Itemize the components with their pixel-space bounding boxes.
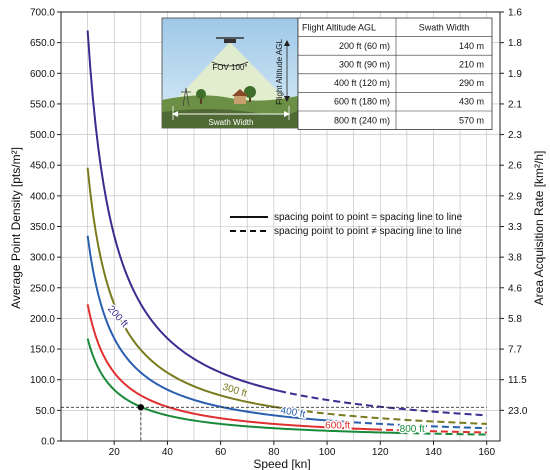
y-tick-label: 150.0 bbox=[30, 345, 55, 356]
x-tick-label: 40 bbox=[162, 447, 174, 458]
x-tick-labels: 20 40 60 80 100 120 140 160 bbox=[109, 447, 496, 458]
x-tick-label: 20 bbox=[109, 447, 121, 458]
table-cell: 200 ft (60 m) bbox=[339, 41, 390, 51]
legend-solid-label: spacing point to point = spacing line to… bbox=[274, 212, 463, 223]
tree-icon bbox=[196, 86, 256, 104]
series-line-200ft bbox=[86, 30, 280, 392]
y2-tick-label: 3.3 bbox=[508, 222, 522, 233]
y2-tick-label: 2.9 bbox=[508, 191, 522, 202]
inset-fov-label: FOV 100° bbox=[212, 63, 247, 72]
y2-tick-label: 7.7 bbox=[508, 345, 522, 356]
altitude-swath-table: Flight Altitude AGL Swath Width 200 ft (60… bbox=[297, 17, 493, 130]
x-tick-label: 80 bbox=[268, 447, 280, 458]
series-line-300ft bbox=[86, 167, 306, 413]
y2-tick-label: 1.9 bbox=[508, 69, 522, 80]
y-tick-label: 350.0 bbox=[30, 222, 55, 233]
inset-fov-arc bbox=[211, 61, 249, 67]
y2-tick-label: 1.8 bbox=[508, 38, 522, 49]
axes bbox=[57, 11, 504, 445]
altitude-arrow-head-top bbox=[284, 40, 290, 46]
table-cell: 400 ft (120 m) bbox=[334, 78, 390, 88]
series-label-600ft: 600 ft bbox=[325, 421, 350, 432]
table-cell: 300 ft (90 m) bbox=[339, 60, 390, 70]
series-line-dashed-600ft bbox=[374, 428, 487, 434]
inset-altitude-label: Flight Altitude AGL bbox=[275, 39, 284, 105]
y-tick-label: 450.0 bbox=[30, 161, 55, 172]
swath-arrow-head-left bbox=[172, 111, 178, 117]
curves bbox=[86, 30, 487, 436]
table-cell: 570 m bbox=[459, 115, 484, 125]
legend-dashed-label: spacing point to point ≠ spacing line to… bbox=[274, 226, 462, 237]
series-line-600ft bbox=[86, 304, 375, 431]
altitude-arrow-head-bottom bbox=[284, 96, 290, 102]
table-cell: 140 m bbox=[459, 41, 484, 51]
power-tower-icon bbox=[181, 87, 191, 107]
x-tick-label: 60 bbox=[215, 447, 227, 458]
y2-tick-label: 3.8 bbox=[508, 253, 522, 264]
x-tick-label: 120 bbox=[372, 447, 389, 458]
y2-tick-label: 5.8 bbox=[508, 314, 522, 325]
y-tick-labels: 0.0 50.0 100.0 150.0 200.0 250.0 300.0 350.0 400… bbox=[30, 8, 55, 448]
table-cell: 210 m bbox=[459, 60, 484, 70]
y2-tick-label: 2.1 bbox=[508, 99, 522, 110]
y-axis-title: Average Point Density [pts/m²] bbox=[9, 147, 23, 309]
inset-swath-label: Swath Width bbox=[209, 118, 254, 127]
swath-arrow-head-right bbox=[284, 111, 290, 117]
table-cell: 800 ft (240 m) bbox=[334, 115, 390, 125]
y-tick-label: 250.0 bbox=[30, 283, 55, 294]
inset-illustration: FOV 100° Flight Altitude AGL Swath Width bbox=[161, 17, 299, 129]
y-tick-label: 300.0 bbox=[30, 253, 55, 264]
y2-tick-label: 2.3 bbox=[508, 130, 522, 141]
y-tick-label: 100.0 bbox=[30, 375, 55, 386]
x-axis-title: Speed [kn] bbox=[253, 457, 310, 470]
series-line-400ft bbox=[86, 235, 344, 423]
y2-axis-title: Area Acquisition Rate [km²/h] bbox=[532, 151, 546, 306]
inset-fov-cone bbox=[172, 42, 290, 104]
y2-tick-label: 1.6 bbox=[508, 8, 522, 19]
series-line-dashed-300ft bbox=[305, 410, 487, 425]
legend: spacing point to point = spacing line to… bbox=[230, 212, 463, 237]
drone-icon bbox=[216, 37, 244, 43]
series-line-dashed-400ft bbox=[342, 420, 487, 430]
y2-tick-label: 2.6 bbox=[508, 161, 522, 172]
table-cell: 290 m bbox=[459, 78, 484, 88]
x-tick-label: 160 bbox=[478, 447, 495, 458]
table-cell: 600 ft (180 m) bbox=[334, 97, 390, 107]
y2-tick-label: 23.0 bbox=[508, 406, 528, 417]
series-line-dashed-800ft bbox=[401, 432, 487, 436]
y-tick-label: 550.0 bbox=[30, 99, 55, 110]
y-tick-label: 600.0 bbox=[30, 69, 55, 80]
house-icon bbox=[232, 89, 248, 104]
table-header-cell: Flight Altitude AGL bbox=[302, 22, 376, 32]
table-cell: 430 m bbox=[459, 97, 484, 107]
reference-point bbox=[137, 404, 145, 411]
x-tick-label: 100 bbox=[319, 447, 336, 458]
y2-tick-labels: 1.6 1.8 1.9 2.1 2.3 2.6 2.9 3.3 3.8 4.6 5.8 7.7 11.5… bbox=[508, 8, 528, 417]
y-tick-label: 400.0 bbox=[30, 191, 55, 202]
y-tick-label: 50.0 bbox=[36, 406, 56, 417]
y-tick-label: 200.0 bbox=[30, 314, 55, 325]
reference-point-group bbox=[61, 404, 487, 441]
table-header-cell: Swath Width bbox=[419, 22, 470, 32]
y-tick-label: 650.0 bbox=[30, 38, 55, 49]
y2-tick-label: 4.6 bbox=[508, 283, 522, 294]
x-tick-label: 140 bbox=[425, 447, 442, 458]
y-tick-label: 700.0 bbox=[30, 8, 55, 19]
y-tick-label: 0.0 bbox=[41, 437, 55, 448]
y-tick-label: 500.0 bbox=[30, 130, 55, 141]
y2-tick-label: 11.5 bbox=[508, 375, 527, 386]
series-label-800ft: 800 ft bbox=[400, 424, 425, 435]
